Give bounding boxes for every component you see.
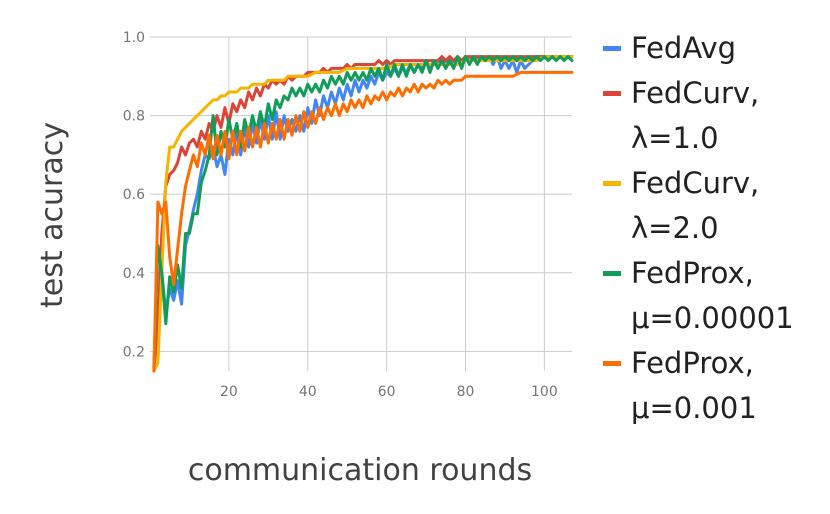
legend-swatch [603,46,621,51]
legend-label: FedProx, [631,346,754,380]
x-axis-title: communication rounds [188,453,532,488]
y-tick-label: 0.2 [123,344,145,360]
series-line-5 [152,70,574,373]
legend-label: λ=1.0 [631,121,719,155]
legend-swatch [603,361,621,366]
x-tick-label: 60 [378,384,396,400]
legend-label: FedAvg [631,31,736,65]
tick-labels: 0.2 0.4 0.6 0.8 1.0 20 40 60 80 100 [123,30,558,400]
y-tick-label: 1.0 [123,30,145,46]
legend-swatch [603,91,621,96]
legend-label: λ=2.0 [631,211,719,245]
y-tick-label: 0.6 [123,187,145,203]
legend-swatch [603,181,621,186]
legend-label: μ=0.001 [631,391,757,425]
y-tick-label: 0.8 [123,109,145,125]
x-tick-label: 40 [299,384,317,400]
series-line-1 [152,55,574,369]
x-tick-label: 20 [220,384,238,400]
x-tick-label: 100 [531,384,558,400]
series-line-2 [152,55,574,369]
legend-label: FedCurv, [631,166,759,200]
legend-swatch [603,271,621,276]
series-lines [152,55,574,373]
legend-label: FedCurv, [631,76,759,110]
series-line-3 [152,55,574,373]
legend-label: FedProx, [631,256,754,290]
x-tick-label: 80 [457,384,475,400]
y-tick-label: 0.4 [123,266,145,282]
legend-label: μ=0.00001 [631,301,794,335]
legend: FedAvg FedCurv, λ=1.0 FedCurv, λ=2.0 FedProx,… [603,31,794,425]
y-axis-title: test acuracy [35,122,70,308]
